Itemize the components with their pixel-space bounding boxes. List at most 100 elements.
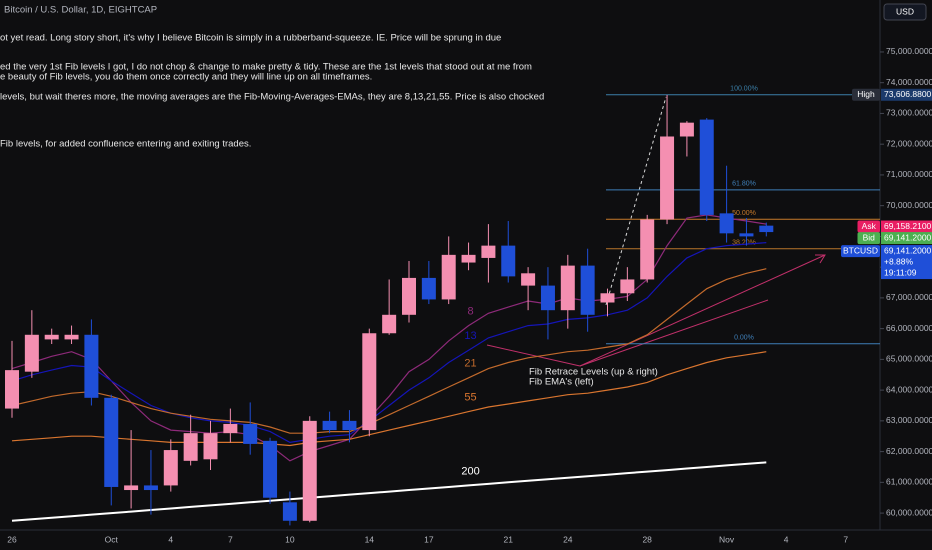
- y-tick-label: 65,000.0000: [886, 354, 932, 364]
- candle-body: [580, 265, 595, 315]
- badge-value: 69,158.2100: [884, 221, 932, 231]
- ema-label: 21: [464, 358, 476, 370]
- candle-body: [124, 485, 139, 491]
- badge-countdown: 19:11:09: [884, 267, 917, 277]
- arrow-line: [579, 254, 826, 367]
- y-tick-label: 62,000.0000: [886, 446, 932, 456]
- badge-value-box: [881, 245, 932, 280]
- y-tick-label: 64,000.0000: [886, 384, 932, 394]
- candle-body: [362, 333, 377, 431]
- candle-body: [104, 397, 119, 487]
- candle-body: [600, 293, 615, 303]
- fib-level-label: 50.00%: [732, 210, 756, 217]
- candle-body: [64, 334, 79, 340]
- ema-label: 13: [464, 330, 476, 342]
- ema-line: [11, 214, 767, 462]
- y-tick-label: 71,000.0000: [886, 169, 932, 179]
- candle-body: [640, 219, 655, 280]
- annotation: Fib EMA's (left): [529, 377, 594, 388]
- ema-label: 8: [467, 305, 473, 317]
- y-tick-label: 72,000.0000: [886, 138, 932, 148]
- candle-body: [521, 273, 536, 286]
- arrow-line: [579, 299, 769, 367]
- fib-level-label: 38.20%: [732, 240, 756, 247]
- badge-label-box: [841, 245, 880, 258]
- fib-level-label: 0.00%: [734, 335, 754, 342]
- candle-body: [24, 334, 39, 372]
- candle-body: [382, 314, 397, 334]
- fib-trend-line: [605, 96, 667, 306]
- candle-body: [461, 254, 476, 263]
- x-tick-label: 7: [228, 534, 233, 544]
- y-tick-label: 60,000.0000: [886, 507, 932, 517]
- badge-label: BTCUSD: [843, 245, 878, 255]
- x-tick-label: 21: [504, 534, 514, 544]
- badge-value: 69,141.2000: [884, 245, 932, 255]
- x-tick-label: 4: [168, 534, 173, 544]
- candle-body: [143, 485, 158, 491]
- y-tick-label: 63,000.0000: [886, 415, 932, 425]
- x-tick-label: Oct: [105, 534, 119, 544]
- candle-body: [501, 245, 516, 277]
- arrow-line: [486, 344, 581, 367]
- y-tick-label: 73,000.0000: [886, 108, 932, 118]
- fib-level-label: 61.80%: [732, 181, 756, 188]
- ema-line: [11, 242, 767, 444]
- x-tick-label: 17: [424, 534, 434, 544]
- x-tick-label: 10: [285, 534, 295, 544]
- badge-label: High: [857, 89, 875, 99]
- badge-value: 69,141.2000: [884, 232, 932, 242]
- candle-body: [481, 245, 496, 258]
- ema-label: 55: [464, 392, 476, 404]
- candle-body: [5, 370, 19, 409]
- candle-body: [421, 277, 436, 300]
- badge-value-box: [881, 220, 932, 233]
- candle-body: [263, 440, 278, 498]
- currency-button[interactable]: [883, 3, 927, 21]
- candle-body: [322, 420, 337, 431]
- badge-label-box: [857, 232, 880, 245]
- candle-body: [183, 433, 198, 461]
- badge-value-box: [881, 88, 932, 101]
- fib-level-label: 100.00%: [730, 86, 758, 93]
- candle-body: [302, 420, 317, 521]
- badge-label-box: [852, 88, 880, 101]
- badge-label: Bid: [863, 232, 876, 242]
- x-tick-label: 4: [784, 534, 789, 544]
- candle-body: [163, 450, 178, 486]
- badge-change: +8.88%: [884, 256, 914, 266]
- candle-body: [560, 265, 575, 311]
- candle-body: [699, 119, 714, 215]
- arrow-head: [815, 254, 826, 264]
- candle-body: [44, 334, 59, 340]
- ema-line: [11, 351, 767, 447]
- candle-body: [739, 233, 754, 237]
- x-tick-label: 26: [7, 534, 17, 544]
- ema-line: [11, 461, 767, 522]
- badge-label: Ask: [862, 221, 877, 231]
- candle-body: [660, 136, 675, 220]
- candle-body: [282, 502, 297, 521]
- candle-body: [84, 334, 99, 398]
- description-line: ed the very 1st Fib levels I got, I do n…: [0, 62, 532, 73]
- candle-body: [540, 285, 555, 311]
- y-tick-label: 61,000.0000: [886, 477, 932, 487]
- candle-body: [441, 254, 456, 300]
- chart-title: Bitcoin / U.S. Dollar, 1D, EIGHTCAP: [4, 5, 157, 16]
- badge-value: 73,606.8800: [884, 89, 932, 99]
- description-line: e beauty of Fib levels, you do them once…: [0, 72, 372, 83]
- y-tick-label: 66,000.0000: [886, 323, 932, 333]
- x-tick-label: 14: [365, 534, 375, 544]
- y-tick-label: 74,000.0000: [886, 77, 932, 87]
- y-tick-label: 67,000.0000: [886, 292, 932, 302]
- candle-body: [759, 225, 774, 233]
- currency[interactable]: USD: [896, 6, 914, 16]
- badge-value-box: [881, 232, 932, 245]
- candle-body: [402, 277, 416, 315]
- candle-body: [620, 279, 635, 294]
- candle-body: [223, 423, 238, 434]
- x-tick-label: 28: [642, 534, 652, 544]
